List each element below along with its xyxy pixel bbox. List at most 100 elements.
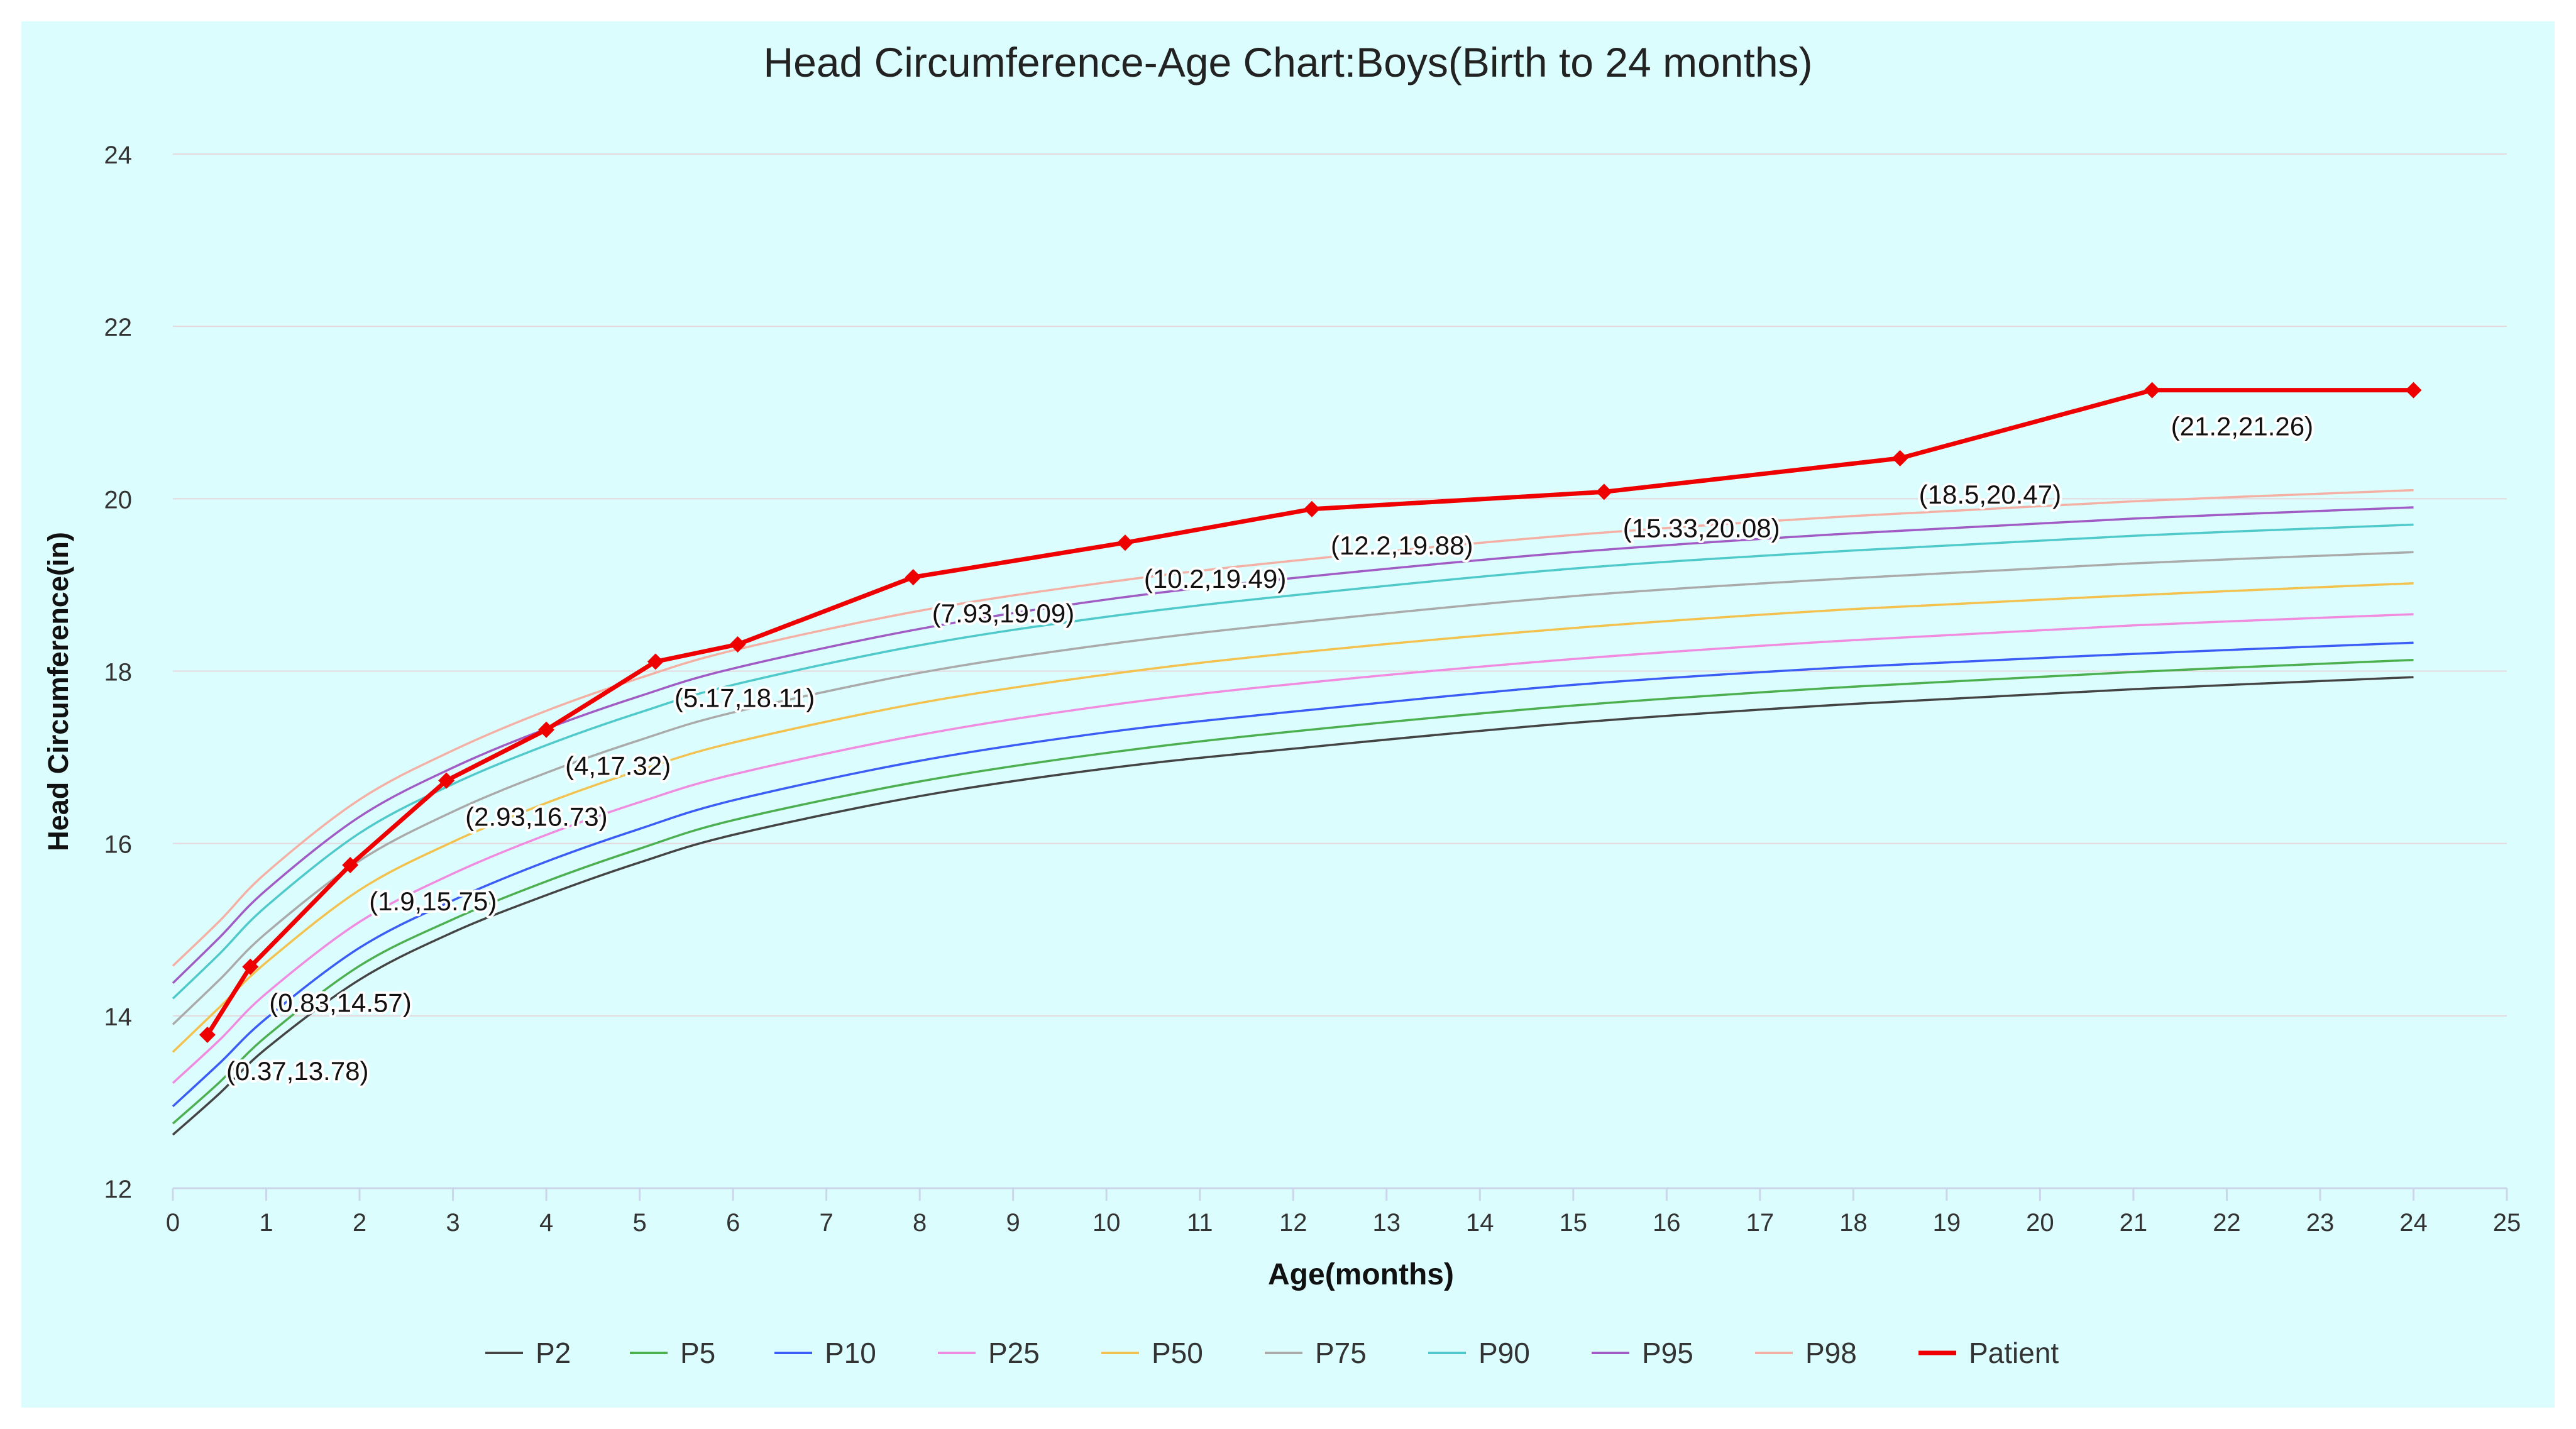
y-tick-label: 12: [104, 1176, 133, 1203]
x-tick-label: 3: [446, 1209, 460, 1237]
data-label: (4,17.32): [565, 751, 671, 781]
legend-label: P2: [536, 1337, 571, 1369]
x-tick-label: 9: [1006, 1209, 1020, 1237]
series-line-p2: [172, 676, 2414, 1136]
legend-item-p5[interactable]: P5: [630, 1337, 715, 1369]
series-line-p10: [172, 641, 2414, 1108]
patient-point[interactable]: [2144, 382, 2160, 399]
x-tick-label: 5: [632, 1209, 646, 1237]
patient-point[interactable]: [1116, 534, 1133, 551]
x-tick-label: 17: [1746, 1209, 1775, 1237]
series-line-patient: [206, 388, 2414, 1036]
y-tick-label: 24: [104, 141, 133, 169]
series-lines: [172, 388, 2414, 1136]
grid: [173, 153, 2507, 1017]
y-tick-label: 16: [104, 831, 133, 859]
legend-label: P95: [1642, 1337, 1693, 1369]
legend-label: P98: [1805, 1337, 1857, 1369]
data-label: (12.2,19.88): [1331, 531, 1473, 560]
data-label: (21.2,21.26): [2171, 412, 2314, 441]
data-label: (10.2,19.49): [1144, 564, 1287, 593]
y-tick-label: 18: [104, 659, 133, 687]
x-tick-label: 20: [2026, 1209, 2054, 1237]
x-tick-label: 1: [259, 1209, 273, 1237]
legend-item-p90[interactable]: P90: [1428, 1337, 1530, 1369]
patient-point[interactable]: [1303, 500, 1320, 517]
x-tick-label: 11: [1187, 1209, 1213, 1237]
x-tick-label: 7: [820, 1209, 834, 1237]
y-axis-label: Head Circumference(in): [42, 532, 74, 851]
y-tick-label: 14: [104, 1003, 133, 1031]
x-tick-label: 15: [1560, 1209, 1588, 1237]
x-tick-label: 25: [2493, 1209, 2521, 1237]
series-line-p50: [172, 582, 2414, 1053]
chart-title: Head Circumference-Age Chart:Boys(Birth …: [763, 39, 1812, 86]
data-label: (5.17,18.11): [674, 683, 815, 712]
legend-item-p75[interactable]: P75: [1265, 1337, 1367, 1369]
legend-item-p50[interactable]: P50: [1101, 1337, 1203, 1369]
legend-item-p98[interactable]: P98: [1755, 1337, 1857, 1369]
legend-label: P25: [988, 1337, 1040, 1369]
data-label: (1.9,15.75): [369, 886, 497, 916]
patient-point[interactable]: [2405, 382, 2422, 399]
series-line-p5: [172, 658, 2414, 1125]
data-label: (15.33,20.08): [1623, 513, 1780, 543]
series-line-p25: [172, 613, 2414, 1084]
legend-item-p25[interactable]: P25: [938, 1337, 1040, 1369]
x-tick-label: 2: [353, 1209, 366, 1237]
data-label: (2.93,16.73): [465, 802, 608, 832]
patient-point[interactable]: [438, 772, 455, 789]
legend-label: Patient: [1969, 1337, 2059, 1369]
x-tick-label: 21: [2120, 1209, 2148, 1237]
legend-label: P75: [1315, 1337, 1367, 1369]
x-tick-label: 18: [1839, 1209, 1868, 1237]
series-line-p95: [172, 506, 2414, 984]
patient-point[interactable]: [342, 856, 359, 873]
x-tick-label: 0: [166, 1209, 180, 1237]
patient-markers: [199, 382, 2422, 1043]
x-tick-label: 19: [1933, 1209, 1961, 1237]
data-label: (0.37,13.78): [226, 1056, 369, 1086]
legend-label: P10: [825, 1337, 876, 1369]
x-tick-label: 14: [1466, 1209, 1494, 1237]
patient-point[interactable]: [647, 653, 664, 670]
y-tick-label: 22: [104, 314, 133, 341]
legend-label: P90: [1478, 1337, 1530, 1369]
chart-panel: [21, 21, 2555, 1408]
patient-point[interactable]: [242, 958, 259, 975]
series-line-p75: [172, 551, 2414, 1025]
legend-item-p95[interactable]: P95: [1592, 1337, 1693, 1369]
x-tick-label: 23: [2306, 1209, 2335, 1237]
x-axis-label: Age(months): [1268, 1258, 1454, 1291]
x-tick-label: 8: [913, 1209, 927, 1237]
legend-item-p10[interactable]: P10: [774, 1337, 876, 1369]
patient-point[interactable]: [729, 636, 746, 653]
series-line-p98: [172, 488, 2414, 967]
patient-point[interactable]: [1595, 483, 1612, 500]
legend-label: P50: [1152, 1337, 1203, 1369]
data-label: (7.93,19.09): [932, 599, 1075, 628]
series-line-p90: [172, 523, 2414, 1000]
patient-point[interactable]: [199, 1026, 216, 1043]
x-tick-label: 12: [1279, 1209, 1307, 1237]
x-tick-label: 6: [726, 1209, 740, 1237]
legend-item-patient[interactable]: Patient: [1918, 1337, 2059, 1369]
patient-point[interactable]: [538, 721, 555, 738]
patient-point[interactable]: [1891, 450, 1908, 466]
x-tick-label: 22: [2213, 1209, 2241, 1237]
legend-label: P5: [680, 1337, 715, 1369]
data-labels: (0.37,13.78) (0.83,14.57) (1.9,15.75) (2.93…: [224, 409, 2316, 1088]
patient-point[interactable]: [905, 569, 922, 586]
x-tick-label: 4: [539, 1209, 553, 1237]
x-tick-label: 16: [1653, 1209, 1681, 1237]
legend[interactable]: P2 P5 P10 P25 P50 P75 P90 P95 P98 Patient: [485, 1337, 2059, 1369]
x-tick-label: 10: [1093, 1209, 1121, 1237]
legend-item-p2[interactable]: P2: [485, 1337, 571, 1369]
data-label: (18.5,20.47): [1919, 480, 2062, 509]
y-tick-label: 20: [104, 486, 133, 514]
x-tick-label: 24: [2399, 1209, 2428, 1237]
data-label: (0.83,14.57): [269, 988, 412, 1018]
x-tick-label: 13: [1373, 1209, 1401, 1237]
